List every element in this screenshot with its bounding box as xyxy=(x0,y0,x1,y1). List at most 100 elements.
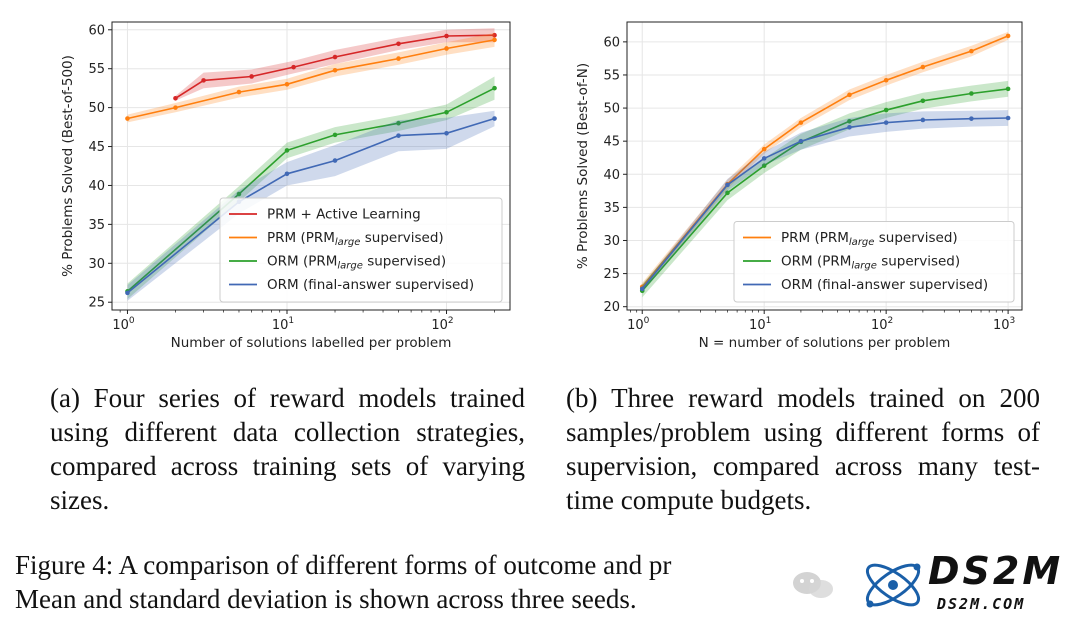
chart-b-prm-prm-large-supervised-point xyxy=(1005,33,1011,39)
chart-a-prm-prm-large-supervised-point xyxy=(284,81,290,87)
chart-a-prm-prm-large-supervised-legend-label: PRM (PRMlarge supervised) xyxy=(267,230,444,248)
chart-a-prm-prm-large-supervised-line xyxy=(127,39,495,120)
chart-a-orm-final-answer-supervised-legend-label: ORM (final-answer supervised) xyxy=(267,277,474,293)
figure-caption: Figure 4: A comparison of different form… xyxy=(15,548,845,616)
chart-b-y-ticks: 20 25 30 35 40 45 50 55 60 xyxy=(603,35,627,315)
chart-a-orm-final-answer-supervised-point xyxy=(332,158,338,163)
chart-b-ytick-label: 20 xyxy=(603,300,620,315)
chart-b-orm-final-answer-supervised-legend-label: ORM (final-answer supervised) xyxy=(781,277,988,293)
chart-a-prm-prm-large-supervised-point xyxy=(332,67,338,73)
chart-a-legend: PRM + Active Learning PRM (PRMlarge super… xyxy=(219,197,503,303)
chart-b-prm-prm-large-supervised-point xyxy=(798,120,804,125)
chart-b-ylabel: % Problems Solved (Best-of-N) xyxy=(575,63,591,269)
chart-a-ytick-label: 55 xyxy=(88,62,105,77)
chart-b-legend-box xyxy=(733,221,1015,303)
chart-a-ylabel: % Problems Solved (Best-of-500) xyxy=(60,55,76,277)
chart-a-orm-prm-large-supervised-point xyxy=(396,120,401,126)
chart-a-prm-active-learning-point xyxy=(444,33,449,39)
chart-a-orm-final-answer-supervised-point xyxy=(284,171,290,177)
chart-a-legend-box xyxy=(219,197,503,303)
logo-text: DS2M xyxy=(928,549,1064,593)
chart-b-orm-final-answer-supervised-series xyxy=(639,110,1011,293)
chart-a-orm-prm-large-supervised-legend-label: ORM (PRMlarge supervised) xyxy=(267,254,446,272)
chart-b-orm-final-answer-supervised-point xyxy=(1005,115,1011,121)
chart-a-y-ticks: 25 30 35 40 45 50 55 60 xyxy=(88,23,112,311)
caption-b: (b) Three reward models trained on 200 s… xyxy=(566,383,1040,515)
chart-b-ytick-label: 60 xyxy=(603,35,620,50)
chart-a-prm-active-learning-legend-label: PRM + Active Learning xyxy=(267,207,421,223)
chart-b-orm-final-answer-supervised-point xyxy=(920,117,926,123)
chart-b-ytick-label: 50 xyxy=(603,102,620,117)
figure-caption-line-2: Mean and standard deviation is shown acr… xyxy=(15,584,637,614)
chart-b-ytick-label: 45 xyxy=(603,135,620,150)
chart-b-xtick-label: 101 xyxy=(749,316,771,333)
chart-b-legend: PRM (PRMlarge supervised) ORM (PRMlarge s… xyxy=(733,221,1015,303)
chart-b-orm-final-answer-supervised-point xyxy=(798,138,804,144)
chart-b: 20 25 30 35 40 45 50 55 60 100 101 102 103 N = number… xyxy=(575,21,1023,351)
chart-a-orm-final-answer-supervised-point xyxy=(125,290,130,296)
chart-b-ytick-label: 40 xyxy=(603,168,620,183)
chart-a-prm-active-learning-point xyxy=(332,54,338,60)
chart-a-prm-active-learning-point xyxy=(291,64,296,70)
chart-b-orm-final-answer-supervised-std-band xyxy=(642,110,1009,293)
chart-a-ytick-label: 35 xyxy=(88,218,105,233)
chart-a-orm-prm-large-supervised-point xyxy=(492,85,497,91)
chart-b-orm-prm-large-supervised-legend-label: ORM (PRMlarge supervised) xyxy=(781,254,960,272)
chart-a-axes-frame xyxy=(111,21,511,311)
chart-b-xtick-label: 102 xyxy=(871,316,893,333)
chart-a-prm-prm-large-supervised-point xyxy=(173,105,178,110)
chart-a-orm-prm-large-supervised-series xyxy=(125,76,497,300)
chart-b-orm-final-answer-supervised-point xyxy=(639,286,645,292)
chart-a-prm-active-learning-line xyxy=(175,34,495,99)
chart-a: 25 30 35 40 45 50 55 60 100 101 102 Number of solut… xyxy=(60,21,511,351)
chart-b-prm-prm-large-supervised-legend-label: PRM (PRMlarge supervised) xyxy=(781,230,958,248)
chart-b-prm-prm-large-supervised-point xyxy=(969,48,974,54)
chart-a-prm-active-learning-point xyxy=(492,32,497,38)
chart-b-orm-prm-large-supervised-point xyxy=(920,98,926,104)
chart-a-prm-active-learning-std-band xyxy=(175,28,495,101)
chart-b-xtick-label: 103 xyxy=(993,316,1015,333)
figure-caption-line-1: Figure 4: A comparison of different form… xyxy=(15,550,672,580)
wechat-icon xyxy=(793,572,833,598)
chart-a-orm-prm-large-supervised-point xyxy=(332,132,338,138)
chart-a-prm-prm-large-supervised-point xyxy=(492,37,497,43)
chart-b-prm-prm-large-supervised-point xyxy=(920,64,926,70)
site-logo: DS2M DS2M.COM xyxy=(855,547,1075,622)
chart-b-xtick-label: 100 xyxy=(627,316,650,333)
chart-a-prm-prm-large-supervised-series xyxy=(125,32,497,123)
chart-a-orm-prm-large-supervised-std-band xyxy=(127,76,495,300)
chart-a-orm-prm-large-supervised-point xyxy=(284,148,290,153)
chart-a-ytick-label: 30 xyxy=(88,257,105,272)
chart-b-orm-final-answer-supervised-point xyxy=(883,120,889,125)
chart-a-x-ticks: 100 101 102 xyxy=(112,310,454,333)
chart-a-prm-prm-large-supervised-point xyxy=(125,116,130,121)
chart-a-orm-final-answer-supervised-point xyxy=(444,131,449,136)
chart-b-orm-final-answer-supervised-point xyxy=(761,156,767,161)
chart-b-prm-prm-large-supervised-point xyxy=(883,77,889,83)
logo-url: DS2M.COM xyxy=(937,595,1026,613)
chart-a-orm-final-answer-supervised-point xyxy=(396,133,401,138)
chart-b-xlabel: N = number of solutions per problem xyxy=(699,335,951,351)
chart-b-ytick-label: 30 xyxy=(603,234,620,249)
chart-a-ytick-label: 50 xyxy=(88,101,105,116)
chart-b-ytick-label: 35 xyxy=(603,201,620,216)
chart-a-ytick-label: 25 xyxy=(88,296,105,311)
chart-a-prm-active-learning-point xyxy=(396,41,401,47)
chart-b-orm-prm-large-supervised-point xyxy=(725,190,730,196)
chart-b-orm-prm-large-supervised-std-band xyxy=(642,80,1009,298)
chart-a-prm-prm-large-supervised-point xyxy=(444,46,449,51)
chart-a-ytick-label: 40 xyxy=(88,179,105,194)
chart-b-orm-prm-large-supervised-point xyxy=(1005,86,1011,92)
chart-a-prm-prm-large-supervised-point xyxy=(396,56,401,61)
chart-b-prm-prm-large-supervised-point xyxy=(761,146,767,152)
chart-b-orm-final-answer-supervised-point xyxy=(969,116,974,121)
chart-b-orm-final-answer-supervised-point xyxy=(847,124,852,130)
chart-a-ytick-label: 45 xyxy=(88,140,105,155)
chart-a-orm-prm-large-supervised-point xyxy=(444,109,449,115)
chart-b-orm-prm-large-supervised-point xyxy=(847,119,852,124)
chart-b-ytick-label: 55 xyxy=(603,68,620,83)
chart-b-orm-prm-large-supervised-point xyxy=(761,163,767,168)
chart-b-orm-prm-large-supervised-point xyxy=(969,91,974,96)
chart-a-prm-active-learning-point xyxy=(201,78,206,83)
chart-a-xlabel: Number of solutions labelled per problem xyxy=(171,335,452,351)
